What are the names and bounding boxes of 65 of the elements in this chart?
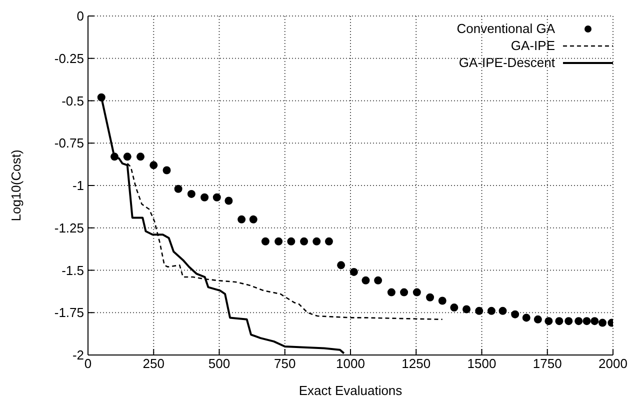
- legend-label: Conventional GA: [456, 21, 555, 36]
- point: [350, 268, 358, 276]
- point: [110, 152, 119, 161]
- y-axis-title: Log10(Cost): [8, 150, 24, 222]
- point: [534, 315, 542, 324]
- point: [426, 293, 434, 302]
- x-tick-label: 1000: [336, 356, 365, 372]
- x-tick-label: 1500: [467, 356, 496, 372]
- point: [387, 288, 396, 296]
- y-tick-label: -0.75: [54, 136, 84, 151]
- point: [475, 306, 484, 315]
- point: [97, 93, 106, 102]
- point: [136, 152, 144, 161]
- point: [555, 317, 564, 326]
- legend-label: GA-IPE: [510, 38, 555, 53]
- point: [337, 261, 346, 270]
- point: [174, 184, 182, 193]
- point: [324, 237, 333, 246]
- y-tick-label: -1: [72, 178, 84, 194]
- point: [274, 237, 283, 246]
- y-tick-label: -0.25: [54, 50, 84, 66]
- y-tick-label: -0.5: [62, 93, 84, 108]
- point: [162, 166, 171, 174]
- y-tick-label: -1.75: [54, 305, 84, 320]
- y-tick-label: 0: [76, 8, 84, 24]
- point: [312, 237, 321, 246]
- point: [123, 152, 132, 161]
- x-tick-label: 750: [274, 356, 296, 372]
- y-tick-label: -1.5: [62, 262, 84, 278]
- x-tick-label: 1250: [402, 356, 431, 372]
- y-tick-label: -1.25: [54, 220, 84, 236]
- point: [598, 318, 606, 327]
- point: [249, 215, 258, 224]
- point: [574, 317, 583, 326]
- point: [582, 317, 591, 326]
- x-tick-label: 500: [208, 356, 230, 372]
- x-tick-label: 2000: [598, 356, 628, 372]
- point: [287, 237, 296, 246]
- legend-label: GA-IPE-Descent: [458, 55, 555, 70]
- point: [450, 304, 458, 312]
- point: [511, 310, 520, 318]
- point: [300, 237, 308, 246]
- point: [487, 306, 496, 315]
- x-tick-label: 250: [142, 356, 164, 372]
- point: [238, 215, 246, 224]
- point: [522, 314, 530, 322]
- point: [212, 193, 221, 202]
- point: [374, 276, 382, 284]
- point: [462, 305, 471, 314]
- point: [224, 196, 233, 205]
- point: [187, 190, 196, 198]
- point: [564, 317, 573, 326]
- x-tick-label: 1750: [532, 356, 562, 372]
- point: [150, 161, 158, 170]
- point: [400, 288, 408, 296]
- y-tick-label: -2: [72, 348, 84, 363]
- point: [261, 237, 270, 246]
- point: [590, 317, 599, 326]
- point: [544, 317, 553, 326]
- point: [412, 288, 421, 296]
- point: [362, 276, 370, 284]
- point: [200, 193, 209, 202]
- point: [438, 296, 446, 305]
- x-axis-title: Exact Evaluations: [298, 383, 403, 398]
- point: [498, 306, 507, 315]
